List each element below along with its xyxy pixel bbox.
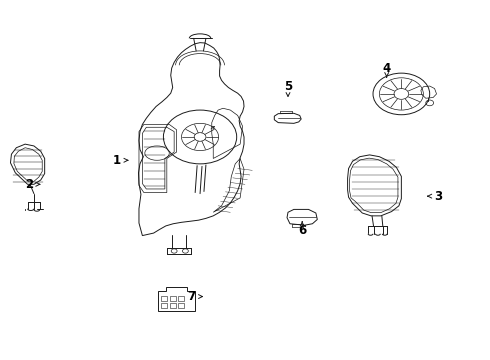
Text: 5: 5 [284,80,292,93]
Text: 7: 7 [187,290,196,303]
Bar [161,303,167,308]
Text: 4: 4 [383,62,391,75]
Bar [178,296,184,301]
Text: 2: 2 [25,178,33,191]
Text: 6: 6 [298,224,306,237]
Bar [170,296,176,301]
Text: 1: 1 [113,154,121,167]
Bar [178,303,184,308]
Text: 3: 3 [434,190,442,203]
Bar [170,303,176,308]
Bar [161,296,167,301]
